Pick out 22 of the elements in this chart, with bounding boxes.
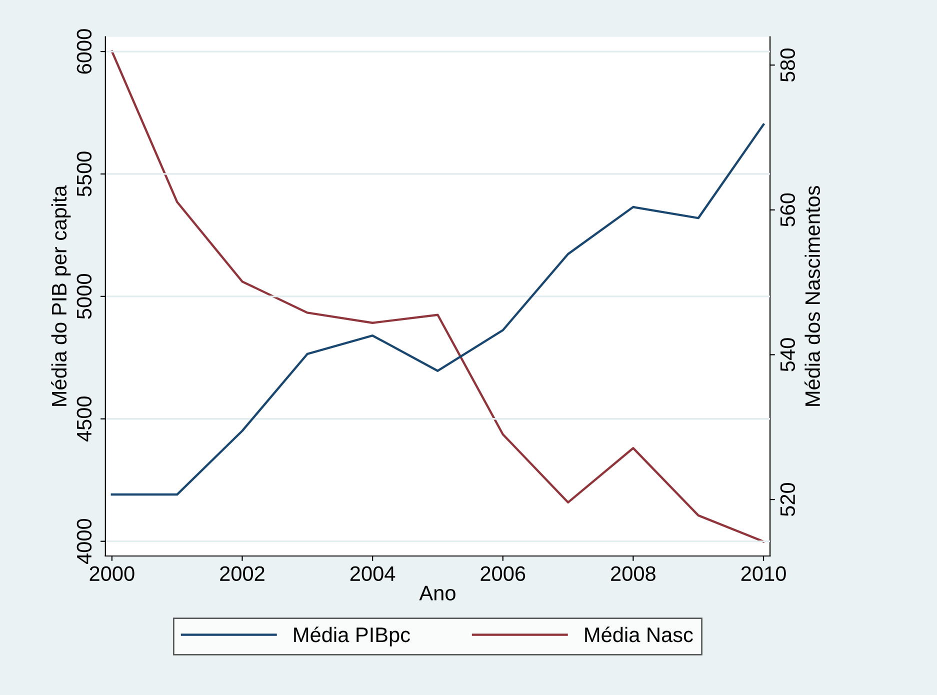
y2-tick-label: 540 xyxy=(780,338,796,372)
x-tick-label: 2004 xyxy=(350,566,396,582)
legend-label: Média Nasc xyxy=(585,626,693,642)
y2-tick-label: 580 xyxy=(780,48,796,82)
legend-label: Média PIBpc xyxy=(294,626,410,646)
y-tick-label: 5500 xyxy=(76,152,92,196)
x-tick-label: 2006 xyxy=(480,566,526,582)
x-axis-title: Ano xyxy=(419,586,456,600)
y2-axis-title: Média dos Nascimentos xyxy=(804,186,820,406)
y-tick-label: 4000 xyxy=(76,518,92,564)
y-tick-label: 5000 xyxy=(76,274,92,319)
x-tick-label: 2002 xyxy=(220,566,264,582)
y-tick-label: 6000 xyxy=(76,29,92,74)
line-series xyxy=(110,50,765,543)
y-axis-title: Média do PIB per capita xyxy=(51,185,71,406)
x-tick-label: 2000 xyxy=(90,566,134,582)
line-series xyxy=(110,123,765,496)
x-tick-label: 2008 xyxy=(611,566,656,582)
y2-tick-label: 520 xyxy=(780,482,796,516)
y-tick-label: 4500 xyxy=(76,396,92,442)
x-tick-label: 2010 xyxy=(741,566,786,582)
y2-tick-label: 560 xyxy=(780,193,796,226)
